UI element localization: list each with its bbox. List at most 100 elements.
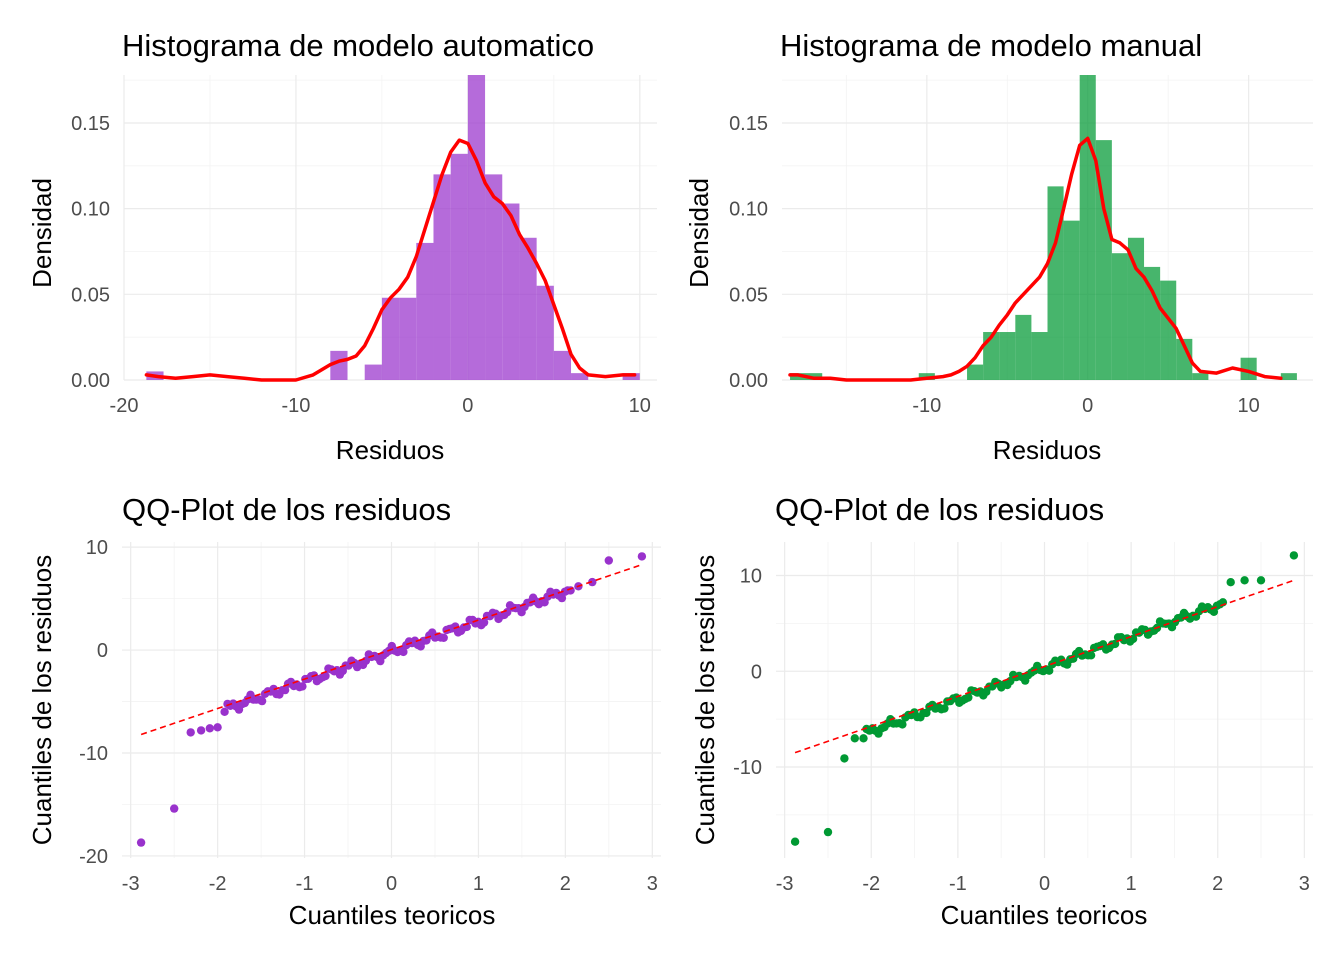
y-tick-label: 0.05 xyxy=(71,284,110,306)
y-tick-label: -10 xyxy=(733,757,762,779)
histogram-bar xyxy=(1160,280,1177,380)
x-tick-label: -2 xyxy=(862,873,880,895)
qq-point xyxy=(1256,576,1266,585)
y-tick-label: 0 xyxy=(97,640,108,662)
qq-point xyxy=(170,804,179,813)
x-axis-label: Residuos xyxy=(993,435,1101,465)
x-tick-label: -3 xyxy=(122,873,140,895)
histogram-bar xyxy=(330,350,348,380)
histogram-bar xyxy=(502,203,520,380)
density-curve xyxy=(144,138,637,382)
qq-point xyxy=(1215,600,1225,609)
qq-point xyxy=(213,723,222,732)
histogram-bar xyxy=(467,75,486,380)
histogram-bar xyxy=(433,174,451,380)
histogram-bar xyxy=(1280,373,1297,380)
histogram-bar xyxy=(364,364,382,380)
qq-point xyxy=(1045,666,1054,675)
histogram-bar xyxy=(519,237,537,380)
x-tick-label: 2 xyxy=(1212,873,1223,895)
qq-point xyxy=(321,671,330,681)
qq-point xyxy=(280,685,290,695)
qqplot-automatic-panel: QQ-Plot de los residuos -3 -2 -1 0 1 2 3-20-10… xyxy=(27,492,661,930)
y-tick-label: -10 xyxy=(79,743,108,765)
chart-title: Histograma de modelo manual xyxy=(780,28,1202,63)
qq-point xyxy=(840,754,849,763)
y-axis-label: Cuantiles de los residuos xyxy=(690,555,720,846)
y-tick-label: 0.00 xyxy=(71,370,110,392)
histogram-bar xyxy=(1192,373,1209,380)
qq-point xyxy=(898,720,907,729)
x-tick-label: 1 xyxy=(1126,873,1137,895)
histogram-bar xyxy=(1063,220,1080,380)
histogram-bar xyxy=(967,364,984,380)
chart-title: QQ-Plot de los residuos xyxy=(775,492,1104,527)
x-tick-label: 0 xyxy=(462,395,473,417)
qq-point xyxy=(205,724,214,733)
qq-point xyxy=(503,608,512,617)
histogram-bar xyxy=(999,332,1016,380)
histogram-bar xyxy=(1144,266,1161,380)
y-axis-label: Densidad xyxy=(684,178,714,288)
histogram-bar xyxy=(399,297,417,380)
y-tick-label: 10 xyxy=(740,566,762,588)
x-tick-label: 3 xyxy=(647,873,658,895)
y-tick-label: 0.05 xyxy=(729,284,768,306)
x-tick-label: -10 xyxy=(281,395,310,417)
histogram-bar xyxy=(1079,75,1096,380)
qq-point xyxy=(637,552,647,561)
x-tick-label: 0 xyxy=(386,873,397,895)
qq-point xyxy=(859,734,868,743)
histogram-bar xyxy=(553,350,572,380)
histogram-bar xyxy=(571,373,589,380)
x-tick-label: -3 xyxy=(776,873,794,895)
qq-point xyxy=(479,618,489,627)
x-axis-label: Cuantiles teoricos xyxy=(289,900,496,930)
qq-point xyxy=(823,827,833,837)
qq-point xyxy=(557,593,567,603)
chart-title: Histograma de modelo automatico xyxy=(122,28,594,63)
y-tick-label: -20 xyxy=(79,846,108,868)
x-tick-label: -2 xyxy=(209,873,227,895)
x-tick-label: 1 xyxy=(473,873,484,895)
chart-title: QQ-Plot de los residuos xyxy=(122,492,451,527)
reference-line xyxy=(140,563,643,736)
histogram-bar xyxy=(983,332,1000,380)
x-tick-label: 10 xyxy=(629,395,651,417)
qq-point xyxy=(1240,576,1249,585)
histogram-bar xyxy=(1095,140,1112,380)
y-axis-label: Cuantiles de los residuos xyxy=(27,555,57,846)
qq-point xyxy=(439,633,448,642)
histogram-bar xyxy=(1015,314,1032,380)
histogram-bar xyxy=(485,174,503,380)
qq-point xyxy=(399,647,408,657)
density-curve xyxy=(788,136,1283,382)
qq-point xyxy=(940,704,949,713)
histogram-bar xyxy=(416,242,434,380)
y-tick-label: 0.10 xyxy=(71,199,110,221)
y-tick-label: 0.15 xyxy=(71,113,110,135)
x-axis-label: Residuos xyxy=(336,435,444,465)
qq-point xyxy=(964,693,973,702)
qq-point xyxy=(257,696,267,706)
qq-point xyxy=(604,556,613,565)
y-tick-label: 0.15 xyxy=(729,113,768,135)
x-tick-label: 0 xyxy=(1082,395,1093,417)
x-tick-label: 10 xyxy=(1238,395,1260,417)
y-tick-label: 0.00 xyxy=(729,370,768,392)
x-tick-label: 3 xyxy=(1299,873,1310,895)
histogram-automatic-panel: Histograma de modelo automatico -20 -10 0 1… xyxy=(27,28,657,465)
y-axis-label: Densidad xyxy=(27,178,57,288)
qq-point xyxy=(136,838,146,847)
histogram-bar xyxy=(536,285,554,380)
x-axis-label: Cuantiles teoricos xyxy=(941,900,1148,930)
qq-point xyxy=(588,577,597,587)
histogram-manual-panel: Histograma de modelo manual -10 0 10 0.00 0.… xyxy=(684,28,1313,465)
qq-point xyxy=(196,726,206,735)
x-tick-label: -10 xyxy=(912,395,941,417)
x-tick-label: 0 xyxy=(1039,873,1050,895)
x-tick-label: -1 xyxy=(296,873,314,895)
histogram-bar xyxy=(381,297,400,380)
qq-point xyxy=(186,728,195,737)
